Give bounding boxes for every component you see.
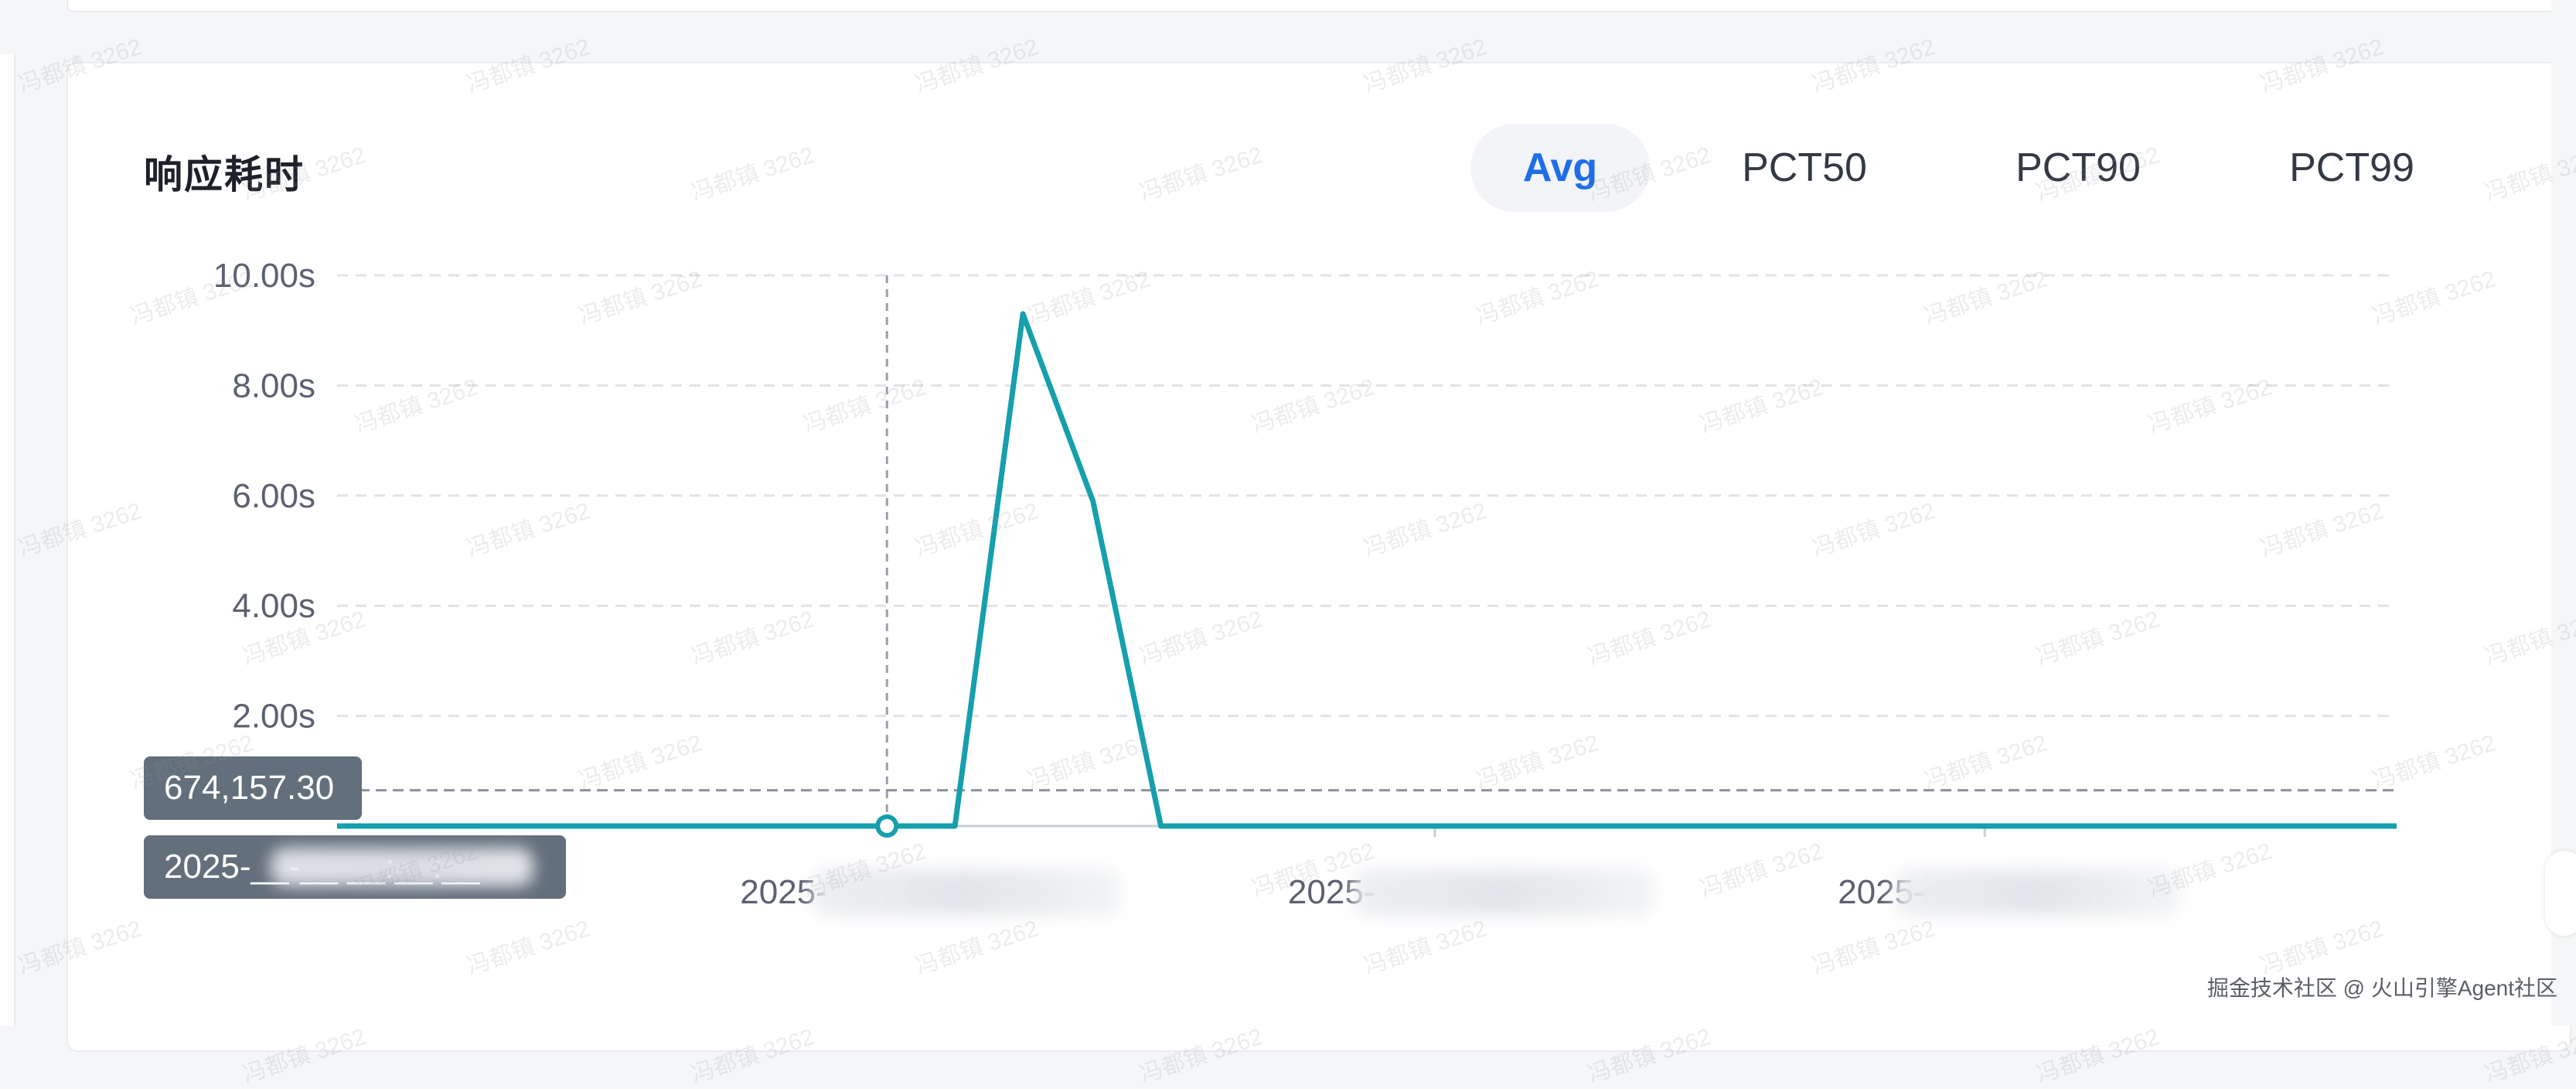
crosshair xyxy=(291,275,2397,826)
footer-watermark: 掘金技术社区 @ 火山引擎Agent社区 xyxy=(2206,976,2557,1000)
tab-avg[interactable]: Avg xyxy=(1470,124,1650,212)
card-title: 响应耗时 xyxy=(144,153,305,196)
series-layer xyxy=(337,311,2397,838)
hover-point xyxy=(875,814,899,838)
series-line xyxy=(337,311,2397,829)
y-tick-label: 4.00s xyxy=(232,587,315,625)
tooltip-value: 674,157.30 xyxy=(144,756,362,820)
x-tick-redaction-3 xyxy=(1894,869,2180,916)
sidebar-edge xyxy=(0,54,15,1026)
tab-pct90[interactable]: PCT90 xyxy=(2015,145,2141,190)
tab-pct50[interactable]: PCT50 xyxy=(1742,145,1867,190)
y-tick-label: 2.00s xyxy=(232,698,315,736)
x-tick-redaction-2 xyxy=(1353,869,1654,916)
y-axis: 10.00s 8.00s 6.00s 4.00s 2.00s xyxy=(213,257,315,736)
floating-handle[interactable] xyxy=(2545,851,2576,936)
y-tick-label: 6.00s xyxy=(232,477,315,515)
x-tick-redaction-1 xyxy=(812,869,1121,916)
grid-lines xyxy=(337,274,2397,828)
y-tick-label: 8.00s xyxy=(232,367,315,405)
tab-pct99[interactable]: PCT99 xyxy=(2289,145,2414,190)
y-tick-label: 10.00s xyxy=(213,257,315,295)
tooltip-time-redaction xyxy=(271,848,533,886)
